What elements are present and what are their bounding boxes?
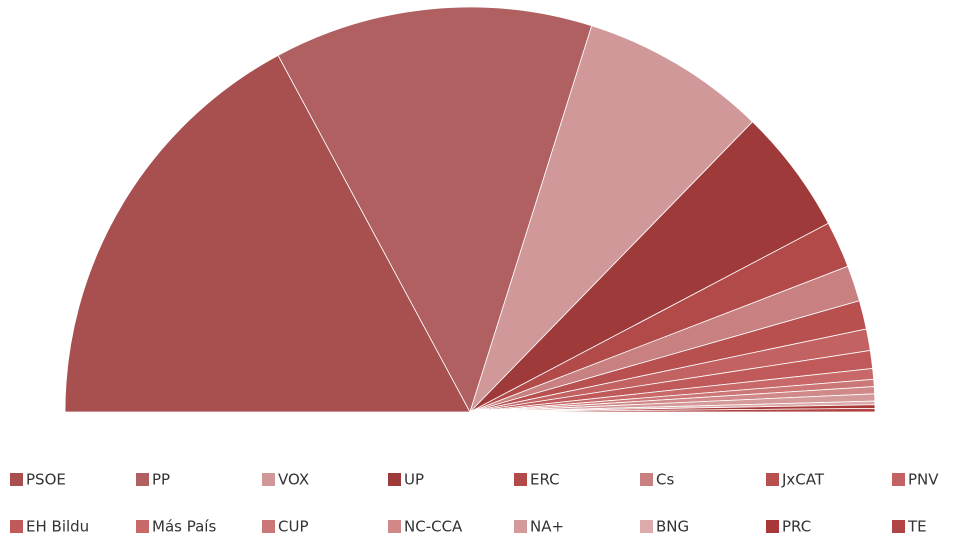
legend-swatch (136, 473, 149, 486)
legend-swatch (10, 473, 23, 486)
legend-swatch (766, 520, 779, 533)
legend-swatch (640, 473, 653, 486)
legend-swatch (892, 520, 905, 533)
slice (469, 25, 754, 413)
legend-label: VOX (278, 471, 309, 489)
legend-swatch (262, 473, 275, 486)
legend-swatch (262, 520, 275, 533)
legend-swatch (388, 473, 401, 486)
slice (64, 54, 471, 413)
legend-label: BNG (656, 518, 689, 536)
slice (277, 6, 593, 414)
legend-label: PSOE (26, 471, 66, 489)
legend-swatch (514, 473, 527, 486)
legend-label: UP (404, 471, 424, 489)
legend-label: PNV (908, 471, 939, 489)
legend-label: PP (152, 471, 170, 489)
legend-label: TE (907, 518, 927, 536)
legend-swatch (388, 520, 401, 533)
legend-swatch (136, 520, 149, 533)
slice (469, 407, 876, 413)
legend-label: NC-CCA (404, 518, 463, 536)
legend-swatch (10, 520, 23, 533)
legend-label: Más País (152, 518, 216, 536)
legend-swatch (892, 473, 905, 486)
legend-swatch (514, 520, 527, 533)
legend-swatch (640, 520, 653, 533)
legend-label: ERC (530, 471, 560, 489)
legend-label: PRC (782, 518, 811, 536)
legend-label: NA+ (530, 518, 564, 536)
legend-label: Cs (656, 471, 674, 489)
legend-label: EH Bildu (26, 518, 89, 536)
legend-label: JxCAT (781, 471, 825, 489)
legend-label: CUP (278, 518, 309, 536)
legend-swatch (766, 473, 779, 486)
